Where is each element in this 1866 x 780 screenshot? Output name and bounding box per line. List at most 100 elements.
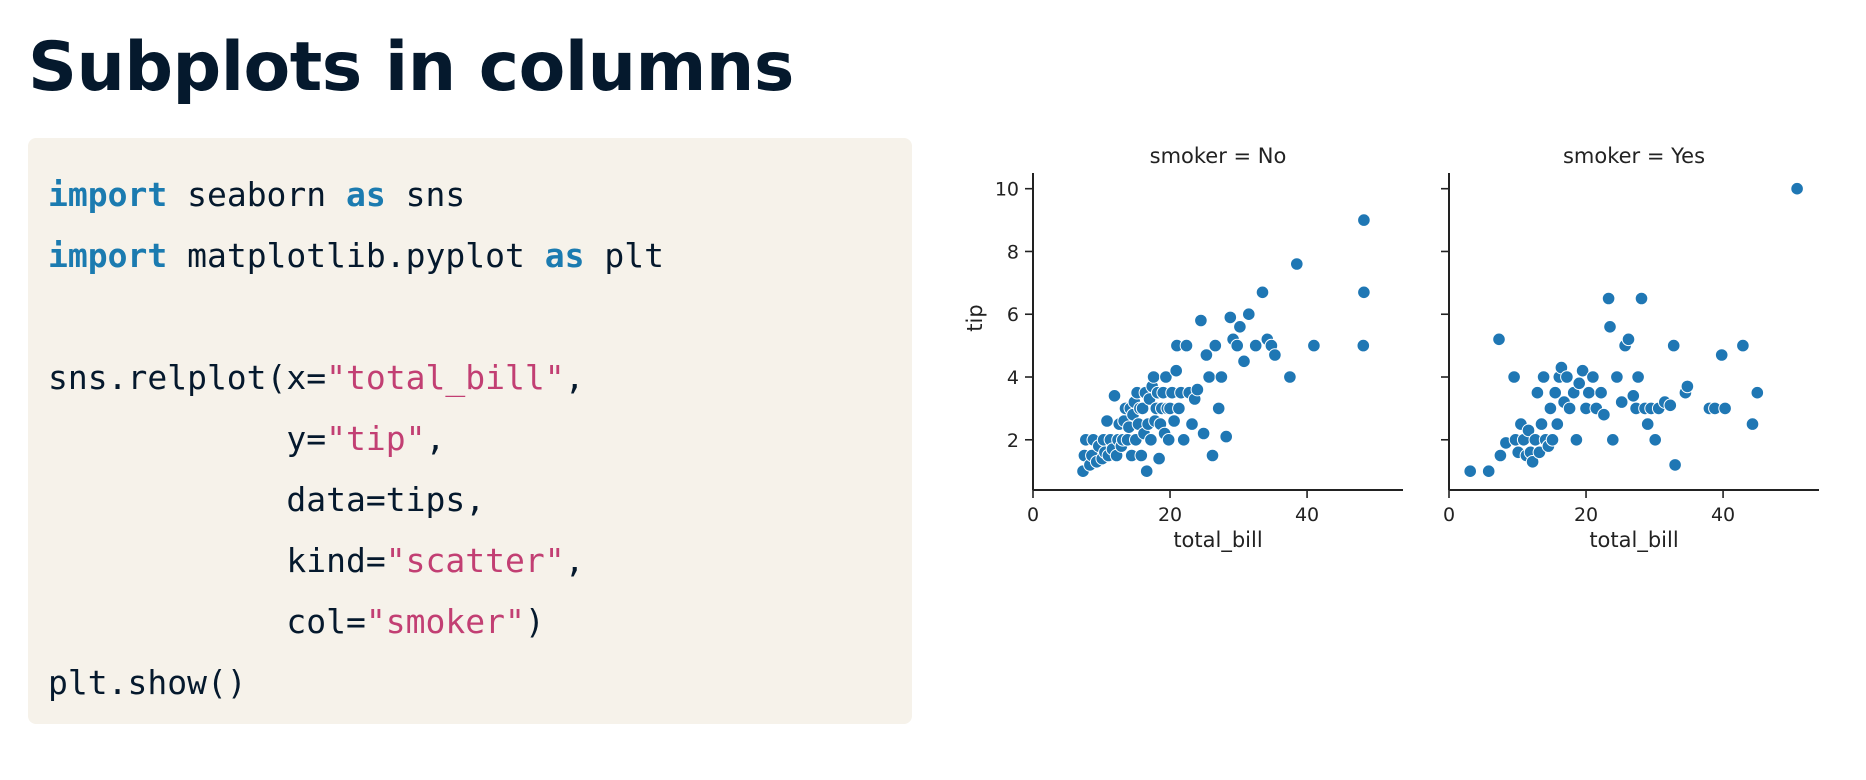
scatter-point [1594, 385, 1608, 400]
scatter-point [1530, 385, 1545, 400]
scatter-point [1614, 395, 1629, 409]
scatter-point [1248, 338, 1263, 353]
scatter-point [1481, 464, 1496, 479]
scatter-point [1750, 385, 1765, 400]
scatter-point [1745, 417, 1760, 431]
facet-panel-2: smoker = Yes 0 20 40 total_bill [1441, 144, 1819, 553]
scatter-point [1283, 370, 1297, 384]
code-line: plt.show() [48, 652, 912, 713]
code-line: col="smoker") [48, 591, 912, 652]
y-tick-label: 10 [995, 179, 1019, 201]
scatter-point [1663, 398, 1678, 413]
code-text: sns.relplot(x= [48, 358, 327, 397]
code-text: , [564, 541, 585, 580]
facet-title: smoker = No [1150, 144, 1287, 168]
scatter-point [1534, 417, 1549, 431]
scatter-point [1597, 407, 1611, 422]
scatter-point [1521, 423, 1536, 438]
scatter-point [1214, 370, 1229, 384]
scatter-point [1714, 348, 1729, 362]
scatter-point [1536, 370, 1551, 384]
scatter-point [1190, 382, 1205, 397]
scatter-point [1640, 417, 1655, 431]
scatter-point [1100, 414, 1114, 428]
code-text: data=tips, [48, 480, 486, 519]
code-string: "tip" [326, 419, 426, 458]
scatter-point [1357, 213, 1371, 227]
code-text: matplotlib.pyplot [167, 236, 545, 275]
scatter-point [1268, 348, 1282, 362]
code-line: data=tips, [48, 469, 912, 530]
code-string: "scatter" [385, 541, 565, 580]
y-tick-label: 6 [1007, 304, 1019, 326]
scatter-point [1736, 338, 1750, 353]
scatter-point [1548, 385, 1563, 400]
scatter-point [1572, 376, 1587, 391]
x-tick-label: 0 [1443, 504, 1455, 526]
code-text: plt.show() [48, 663, 247, 702]
scatter-point [1545, 433, 1560, 447]
scatter-point [1621, 332, 1636, 347]
x-tick-label: 40 [1711, 504, 1735, 526]
scatter-point [1179, 338, 1194, 353]
scatter-point [1569, 433, 1584, 447]
scatter-point [1159, 370, 1173, 384]
scatter-point [1507, 370, 1521, 384]
scatter-point [1205, 448, 1220, 463]
scatter-point [1357, 285, 1371, 300]
scatter-point [1648, 433, 1663, 447]
x-tick-label: 40 [1295, 504, 1319, 526]
scatter-point [1196, 426, 1211, 441]
scatter-point [1237, 354, 1251, 369]
code-string: "smoker" [365, 602, 525, 641]
scatter-point [1610, 370, 1624, 384]
scatter-point [1718, 401, 1732, 416]
scatter-point [1135, 401, 1150, 416]
code-line: y="tip", [48, 408, 912, 469]
scatter-point [1202, 370, 1216, 384]
code-text: sns [385, 175, 466, 214]
y-tick-label: 2 [1007, 430, 1019, 452]
code-text: ) [524, 602, 545, 641]
scatter-point [1290, 257, 1304, 271]
scatter-point [1562, 401, 1577, 416]
scatter-point [1223, 310, 1238, 325]
code-text: seaborn [167, 175, 347, 214]
code-keyword: as [544, 236, 585, 275]
code-text: , [564, 358, 585, 397]
code-line: import matplotlib.pyplot as plt [48, 225, 912, 286]
scatter-point [1152, 451, 1166, 466]
facet-panel-1: smoker = No 2 4 6 8 10 0 20 40 total_bill tip [963, 144, 1403, 553]
scatter-point [1603, 320, 1617, 334]
scatter-point [1680, 379, 1695, 394]
code-line [48, 286, 912, 347]
x-tick-label: 20 [1574, 504, 1598, 526]
scatter-point [1575, 363, 1590, 378]
code-line: sns.relplot(x="total_bill", [48, 347, 912, 408]
code-keyword: import [48, 175, 168, 214]
scatter-point [1167, 414, 1181, 428]
code-text: col= [48, 602, 366, 641]
scatter-point [1356, 338, 1371, 353]
scatter-point [1307, 338, 1321, 353]
scatter-point [1172, 401, 1186, 416]
scatter-point [1208, 338, 1223, 353]
scatter-point [1550, 417, 1565, 431]
scatter-point [1169, 363, 1183, 378]
scatter-point [1666, 338, 1681, 353]
scatter-point [1601, 291, 1616, 306]
scatter-point [1233, 320, 1247, 334]
scatter-point [1134, 448, 1149, 463]
code-keyword: import [48, 236, 168, 275]
scatter-point [1492, 332, 1506, 347]
code-keyword: as [346, 175, 386, 214]
scatter-point [1255, 285, 1270, 300]
code-text: , [425, 419, 446, 458]
facet-title: smoker = Yes [1563, 144, 1705, 168]
scatter-point [1242, 307, 1256, 321]
scatter-point [1543, 401, 1558, 416]
scatter-point [1107, 388, 1122, 403]
scatter-point [1463, 464, 1478, 479]
y-tick-label: 8 [1007, 241, 1019, 263]
code-line: import seaborn as sns [48, 164, 912, 225]
